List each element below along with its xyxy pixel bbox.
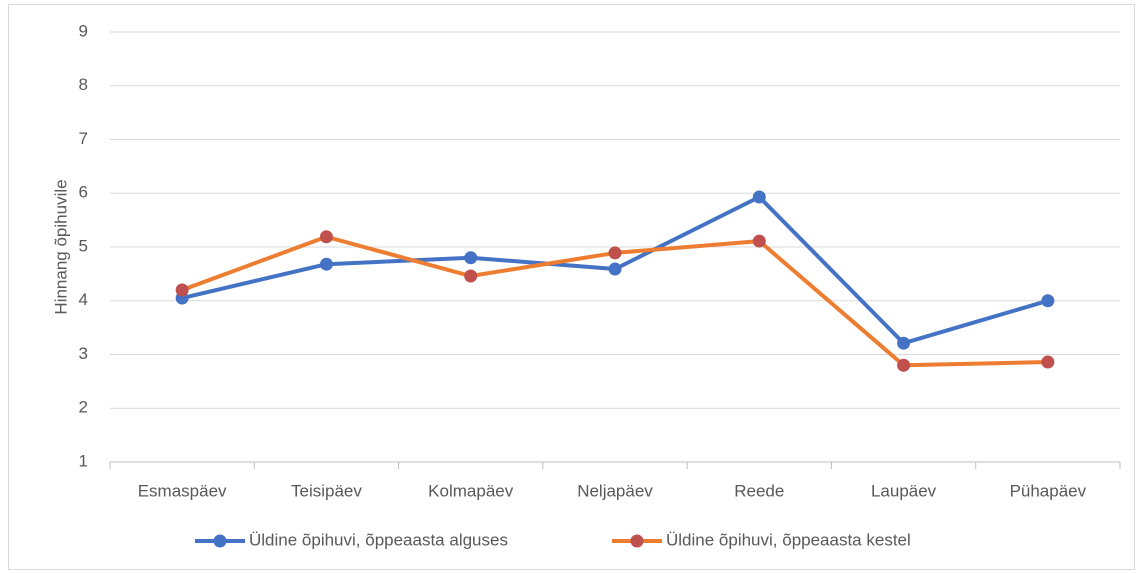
point <box>897 336 911 350</box>
point <box>752 190 766 204</box>
legend-marker <box>213 534 227 548</box>
x-tick-label: Neljapäev <box>577 481 653 500</box>
point <box>319 230 333 244</box>
x-tick-label: Pühapäev <box>1010 481 1087 500</box>
point <box>608 246 622 260</box>
point <box>608 262 622 276</box>
y-tick-label: 3 <box>79 344 88 363</box>
y-tick-label: 1 <box>79 451 88 470</box>
legend-label: Üldine õpihuvi, õppeaasta alguses <box>249 530 508 549</box>
y-tick-label: 4 <box>79 290 88 309</box>
legend-label: Üldine õpihuvi, õppeaasta kestel <box>666 530 911 549</box>
y-tick-label: 7 <box>79 129 88 148</box>
point <box>464 251 478 265</box>
point <box>1041 294 1055 308</box>
y-tick-label: 2 <box>79 398 88 417</box>
x-tick-label: Kolmapäev <box>428 481 514 500</box>
x-tick-label: Laupäev <box>871 481 937 500</box>
x-tick-label: Teisipäev <box>291 481 362 500</box>
point <box>319 257 333 271</box>
point <box>752 234 766 248</box>
y-tick-label: 5 <box>79 236 88 255</box>
legend-marker <box>630 534 644 548</box>
point <box>1041 355 1055 369</box>
y-tick-label: 9 <box>79 21 88 40</box>
y-tick-label: 8 <box>79 75 88 94</box>
point <box>897 358 911 372</box>
point <box>464 269 478 283</box>
x-tick-label: Esmaspäev <box>138 481 227 500</box>
y-axis-title: Hinnang õpihuvile <box>51 179 70 314</box>
x-tick-label: Reede <box>734 481 784 500</box>
chart-border <box>8 4 1135 570</box>
y-tick-label: 6 <box>79 183 88 202</box>
point <box>175 283 189 297</box>
